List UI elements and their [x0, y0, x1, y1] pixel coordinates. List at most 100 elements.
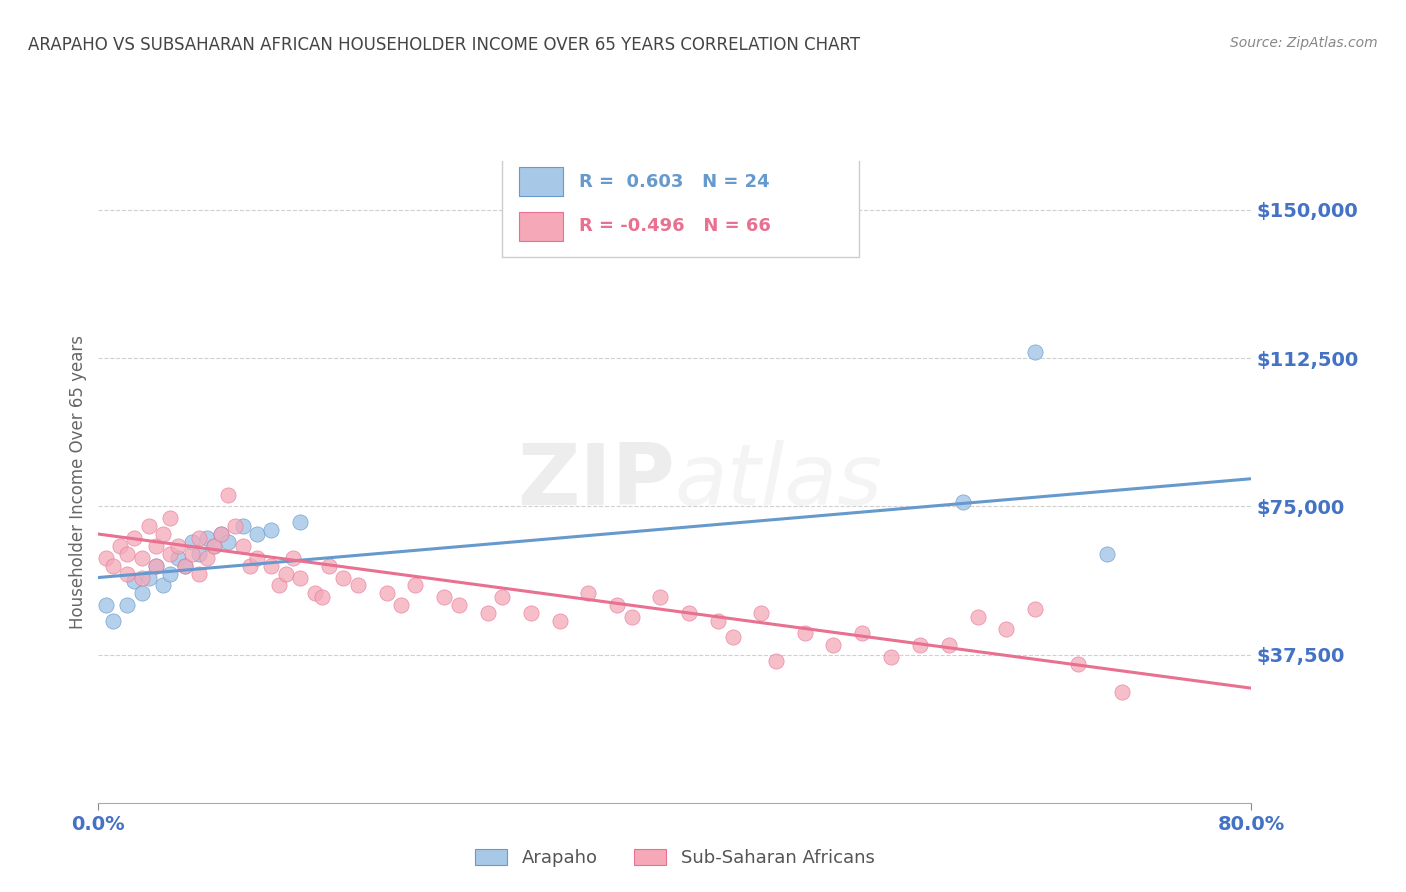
Point: [217, 487, 239, 501]
Point: [117, 598, 138, 612]
Point: [548, 614, 571, 628]
Point: [707, 614, 730, 628]
Point: [174, 558, 197, 573]
Point: [765, 653, 787, 667]
Point: [181, 547, 204, 561]
Point: [332, 570, 354, 584]
Point: [138, 519, 160, 533]
Point: [491, 591, 513, 605]
Point: [101, 558, 124, 573]
Point: [188, 566, 211, 581]
Point: [1024, 602, 1046, 616]
Point: [246, 550, 269, 565]
Point: [166, 550, 188, 565]
Point: [145, 558, 167, 573]
Point: [678, 606, 700, 620]
Point: [304, 586, 326, 600]
Point: [620, 610, 643, 624]
Point: [274, 566, 297, 581]
Point: [195, 550, 218, 565]
Point: [145, 539, 167, 553]
Point: [1024, 345, 1046, 359]
Text: ARAPAHO VS SUBSAHARAN AFRICAN HOUSEHOLDER INCOME OVER 65 YEARS CORRELATION CHART: ARAPAHO VS SUBSAHARAN AFRICAN HOUSEHOLDE…: [28, 36, 860, 54]
Point: [202, 539, 225, 553]
Point: [188, 547, 211, 561]
Point: [908, 638, 931, 652]
Y-axis label: Householder Income Over 65 years: Householder Income Over 65 years: [69, 334, 87, 629]
Text: ZIP: ZIP: [517, 440, 675, 524]
Point: [159, 547, 181, 561]
Point: [389, 598, 412, 612]
Point: [152, 578, 174, 592]
Point: [131, 586, 153, 600]
Point: [94, 550, 117, 565]
Point: [94, 598, 117, 612]
Point: [217, 535, 239, 549]
Point: [124, 574, 146, 589]
Point: [1097, 547, 1119, 561]
Point: [520, 606, 543, 620]
Point: [966, 610, 988, 624]
Point: [174, 558, 197, 573]
Point: [606, 598, 628, 612]
Point: [880, 649, 903, 664]
Point: [209, 527, 232, 541]
Point: [995, 622, 1018, 636]
Point: [447, 598, 470, 612]
Point: [231, 519, 254, 533]
Point: [152, 527, 174, 541]
Point: [131, 550, 153, 565]
Point: [578, 586, 600, 600]
Point: [477, 606, 499, 620]
Point: [117, 566, 138, 581]
Point: [375, 586, 398, 600]
Point: [224, 519, 246, 533]
Point: [260, 558, 283, 573]
Point: [181, 535, 204, 549]
Point: [1111, 685, 1133, 699]
Point: [1067, 657, 1090, 672]
Point: [290, 515, 312, 529]
Point: [311, 591, 333, 605]
Text: R = -0.496   N = 66: R = -0.496 N = 66: [579, 217, 770, 235]
Point: [159, 566, 181, 581]
Point: [650, 591, 672, 605]
Point: [159, 511, 181, 525]
Point: [124, 531, 146, 545]
Point: [145, 558, 167, 573]
Text: atlas: atlas: [675, 440, 883, 524]
Point: [101, 614, 124, 628]
Point: [108, 539, 131, 553]
Point: [117, 547, 138, 561]
FancyBboxPatch shape: [519, 167, 562, 196]
Point: [131, 570, 153, 584]
Point: [433, 591, 456, 605]
FancyBboxPatch shape: [502, 151, 859, 257]
Point: [952, 495, 974, 509]
Point: [260, 523, 283, 537]
Point: [166, 539, 188, 553]
Point: [938, 638, 960, 652]
Point: [290, 570, 312, 584]
Point: [188, 531, 211, 545]
Point: [318, 558, 340, 573]
Point: [405, 578, 427, 592]
Point: [267, 578, 290, 592]
Legend: Arapaho, Sub-Saharan Africans: Arapaho, Sub-Saharan Africans: [468, 841, 882, 874]
Point: [851, 625, 873, 640]
Point: [239, 558, 262, 573]
Text: R =  0.603   N = 24: R = 0.603 N = 24: [579, 173, 770, 191]
Point: [202, 539, 225, 553]
Point: [346, 578, 368, 592]
Point: [751, 606, 773, 620]
Point: [231, 539, 254, 553]
Point: [823, 638, 845, 652]
Point: [281, 550, 304, 565]
Point: [721, 630, 744, 644]
Point: [209, 527, 232, 541]
FancyBboxPatch shape: [519, 212, 562, 241]
Point: [246, 527, 269, 541]
Point: [195, 531, 218, 545]
Text: Source: ZipAtlas.com: Source: ZipAtlas.com: [1230, 36, 1378, 50]
Point: [793, 625, 815, 640]
